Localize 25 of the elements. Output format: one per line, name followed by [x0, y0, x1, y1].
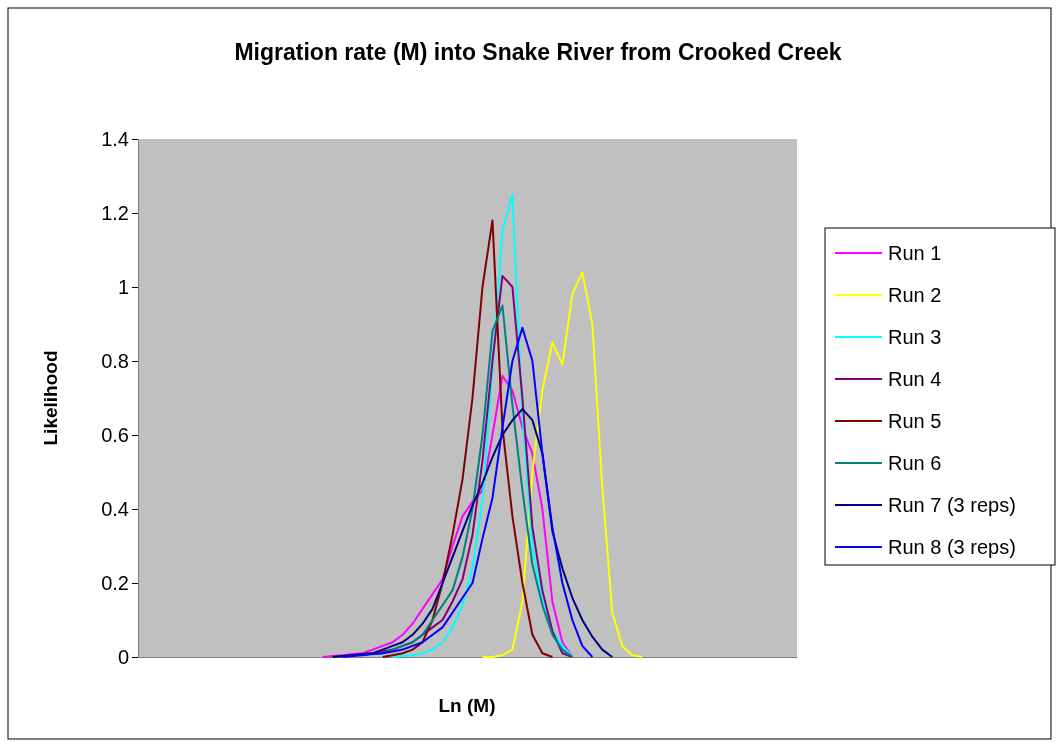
legend-label: Run 8 (3 reps)	[888, 536, 1016, 558]
line-series	[381, 219, 554, 658]
y-tick-label: 0.6	[101, 423, 129, 446]
line-series	[321, 374, 574, 658]
y-tick-label: 0	[117, 645, 129, 668]
y-tick-label: 1.4	[101, 127, 129, 150]
y-tick-label: 0.2	[101, 571, 129, 594]
legend-label: Run 3	[888, 326, 942, 348]
line-series	[341, 326, 594, 658]
x-axis-title: Ln (M)	[438, 695, 496, 716]
line-series	[481, 271, 644, 658]
legend-label: Run 1	[888, 242, 942, 264]
y-tick-label: 1.2	[101, 201, 129, 224]
legend-label: Run 5	[888, 410, 942, 432]
y-tick-label: 1	[117, 275, 129, 298]
y-tick-label: 0.8	[101, 349, 129, 372]
y-tick-label: 0.4	[101, 497, 129, 520]
y-axis-title: Likelihood	[40, 350, 61, 446]
chart-title: Migration rate (M) into Snake River from Crooked Creek	[234, 39, 842, 65]
legend-label: Run 6	[888, 452, 942, 474]
line-series	[331, 408, 614, 658]
legend-label: Run 2	[888, 284, 942, 306]
legend-label: Run 4	[888, 368, 942, 390]
line-series	[391, 193, 574, 658]
legend-label: Run 7 (3 reps)	[888, 494, 1016, 516]
